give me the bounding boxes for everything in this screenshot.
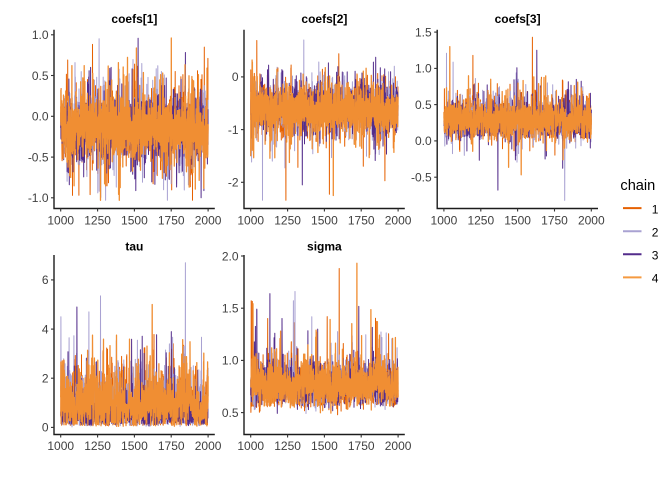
svg-text:coefs[3]: coefs[3] [495,12,541,26]
svg-text:1.0: 1.0 [222,354,239,368]
svg-text:-2: -2 [228,176,239,190]
svg-text:0: 0 [232,70,239,84]
svg-text:1500: 1500 [121,439,148,453]
svg-text:-0.5: -0.5 [411,171,432,185]
svg-text:1.0: 1.0 [32,28,49,42]
svg-text:chain: chain [620,178,655,194]
svg-text:1: 1 [652,202,659,216]
svg-text:1750: 1750 [158,214,185,228]
svg-text:1000: 1000 [431,214,458,228]
svg-text:coefs[2]: coefs[2] [301,12,347,26]
svg-text:1000: 1000 [47,214,74,228]
svg-text:0: 0 [42,421,49,435]
svg-text:sigma: sigma [307,239,342,253]
svg-text:0.0: 0.0 [32,110,49,124]
svg-text:-1: -1 [228,123,239,137]
svg-text:0.5: 0.5 [32,69,49,83]
svg-text:1750: 1750 [158,439,185,453]
svg-text:1250: 1250 [84,214,111,228]
svg-text:4: 4 [652,272,659,286]
svg-text:2000: 2000 [578,214,605,228]
svg-text:tau: tau [125,239,143,253]
svg-text:1500: 1500 [504,214,531,228]
svg-text:1250: 1250 [274,439,301,453]
svg-text:2000: 2000 [385,214,412,228]
svg-text:0.5: 0.5 [415,98,432,112]
svg-text:-0.5: -0.5 [28,150,49,164]
svg-text:1250: 1250 [84,439,111,453]
svg-text:1750: 1750 [348,214,375,228]
svg-text:1500: 1500 [311,214,338,228]
svg-text:6: 6 [42,273,49,287]
svg-text:4: 4 [42,322,49,336]
svg-text:2.0: 2.0 [222,249,239,263]
svg-text:1250: 1250 [467,214,494,228]
svg-text:1.5: 1.5 [415,25,432,39]
svg-text:2000: 2000 [385,439,412,453]
svg-text:0.0: 0.0 [415,134,432,148]
svg-text:2000: 2000 [195,214,222,228]
svg-text:1500: 1500 [311,439,338,453]
svg-text:1750: 1750 [348,439,375,453]
svg-text:1.5: 1.5 [222,302,239,316]
svg-text:1000: 1000 [237,439,264,453]
svg-text:1000: 1000 [47,439,74,453]
svg-text:1.0: 1.0 [415,62,432,76]
svg-text:2: 2 [652,226,659,240]
svg-text:1250: 1250 [274,214,301,228]
svg-text:3: 3 [652,249,659,263]
svg-text:0.5: 0.5 [222,406,239,420]
svg-text:1000: 1000 [237,214,264,228]
svg-text:coefs[1]: coefs[1] [111,12,157,26]
svg-text:1750: 1750 [541,214,568,228]
svg-text:-1.0: -1.0 [28,191,49,205]
svg-text:2000: 2000 [195,439,222,453]
svg-text:2: 2 [42,372,49,386]
svg-text:1500: 1500 [121,214,148,228]
